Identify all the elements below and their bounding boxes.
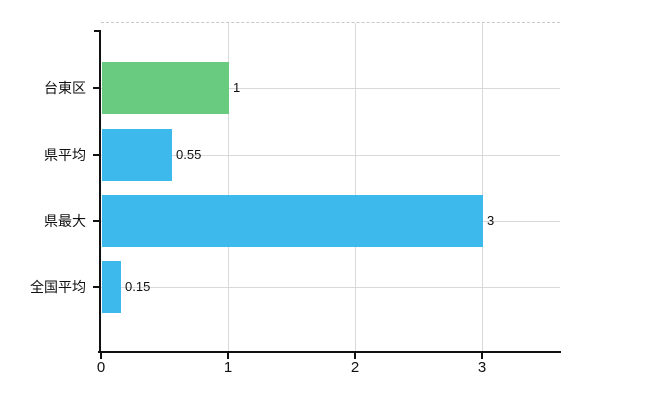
- x-axis-tick: [227, 353, 229, 359]
- bar-value-label: 1: [233, 80, 241, 95]
- x-axis-line: [98, 351, 561, 353]
- y-axis-line: [99, 30, 101, 353]
- bar: [102, 261, 121, 313]
- plot-top-border: [101, 22, 560, 23]
- x-tick-label: 1: [223, 359, 233, 376]
- bar: [102, 195, 483, 247]
- category-tick: [93, 220, 101, 222]
- bar-value-label: 0.15: [125, 279, 151, 294]
- y-axis-top-tick: [94, 30, 100, 32]
- category-label: 県平均: [44, 147, 86, 163]
- x-axis-tick: [354, 353, 356, 359]
- horizontal-gridline: [101, 287, 560, 288]
- bar: [102, 129, 172, 181]
- vertical-gridline: [355, 23, 356, 351]
- horizontal-gridline: [101, 155, 560, 156]
- x-tick-label: 3: [477, 359, 487, 376]
- category-label: 台東区: [44, 80, 86, 96]
- vertical-gridline: [228, 23, 229, 351]
- x-axis-tick: [100, 353, 102, 359]
- category-tick: [93, 286, 101, 288]
- vertical-gridline: [482, 23, 483, 351]
- x-axis-tick: [481, 353, 483, 359]
- category-tick: [93, 87, 101, 89]
- bar-value-label: 0.55: [176, 147, 202, 162]
- horizontal-gridline: [101, 88, 560, 89]
- category-label: 全国平均: [30, 279, 86, 295]
- x-tick-label: 2: [350, 359, 360, 376]
- category-tick: [93, 154, 101, 156]
- x-tick-label: 0: [96, 359, 106, 376]
- bar: [102, 62, 229, 114]
- category-label: 県最大: [44, 213, 86, 229]
- bar-value-label: 3: [487, 213, 495, 228]
